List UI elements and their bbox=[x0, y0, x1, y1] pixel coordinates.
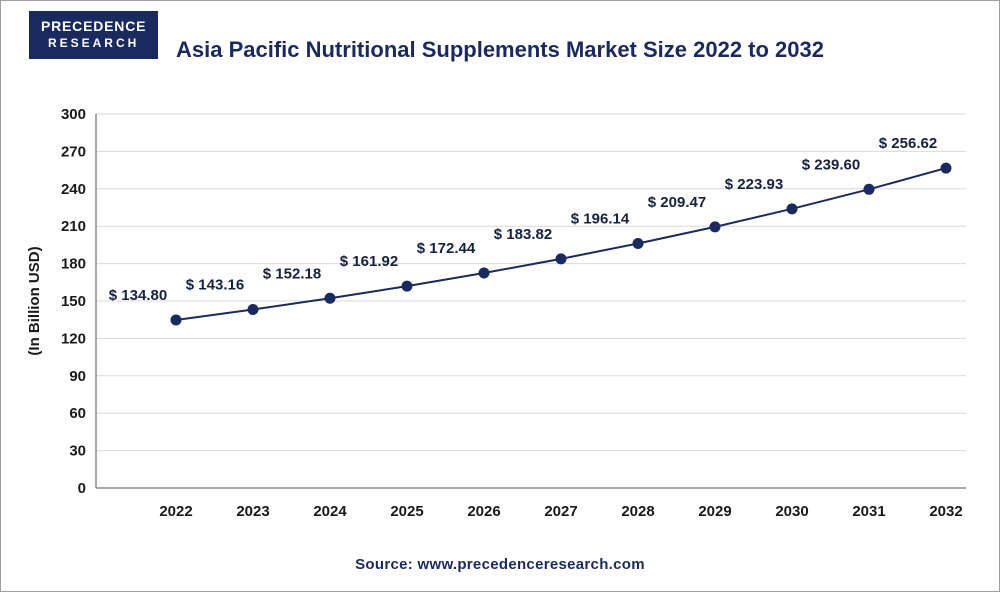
data-point-label: $ 172.44 bbox=[417, 240, 476, 257]
y-tick-label: 240 bbox=[61, 181, 86, 198]
line-series bbox=[175, 167, 947, 321]
data-point bbox=[940, 162, 952, 174]
data-point bbox=[632, 237, 644, 249]
x-tick-label: 2030 bbox=[775, 503, 808, 520]
x-tick-label: 2031 bbox=[852, 503, 885, 520]
source-text: Source: www.precedenceresearch.com bbox=[355, 556, 645, 573]
y-tick-label: 90 bbox=[69, 368, 86, 385]
x-tick-label: 2023 bbox=[236, 503, 269, 520]
data-point-label: $ 223.93 bbox=[725, 176, 783, 193]
data-point-label: $ 209.47 bbox=[648, 194, 706, 211]
data-point-label: $ 161.92 bbox=[340, 253, 398, 270]
data-point-label: $ 183.82 bbox=[494, 226, 552, 243]
y-tick-label: 180 bbox=[61, 256, 86, 273]
data-point-label: $ 143.16 bbox=[186, 277, 244, 294]
y-tick-label: 270 bbox=[61, 143, 86, 160]
chart-title: Asia Pacific Nutritional Supplements Mar… bbox=[175, 37, 824, 62]
x-tick-label: 2022 bbox=[159, 503, 192, 520]
data-point-label: $ 152.18 bbox=[263, 265, 321, 282]
data-point-label: $ 256.62 bbox=[879, 135, 937, 152]
data-point bbox=[324, 292, 336, 304]
precedence-research-logo: PRECEDENCE RESEARCH bbox=[29, 11, 159, 59]
data-point bbox=[247, 304, 259, 316]
data-point bbox=[401, 280, 413, 292]
y-tick-label: 0 bbox=[78, 480, 86, 497]
y-axis-title: (In Billion USD) bbox=[26, 246, 43, 355]
y-tick-label: 30 bbox=[69, 443, 86, 460]
x-tick-label: 2024 bbox=[313, 503, 347, 520]
data-point bbox=[863, 183, 875, 195]
data-point-label: $ 239.60 bbox=[802, 156, 860, 173]
data-point bbox=[478, 267, 490, 279]
y-tick-label: 150 bbox=[61, 293, 86, 310]
data-point bbox=[170, 314, 182, 326]
y-tick-label: 300 bbox=[61, 106, 86, 123]
data-point bbox=[709, 221, 721, 233]
y-tick-label: 210 bbox=[61, 218, 86, 235]
logo-line1: PRECEDENCE bbox=[41, 18, 147, 34]
y-tick-label: 120 bbox=[61, 330, 86, 347]
x-tick-label: 2027 bbox=[544, 503, 577, 520]
data-point-label: $ 196.14 bbox=[571, 210, 630, 227]
data-point-label: $ 134.80 bbox=[109, 287, 167, 304]
x-tick-label: 2025 bbox=[390, 503, 423, 520]
x-tick-label: 2028 bbox=[621, 503, 654, 520]
data-point bbox=[555, 253, 567, 265]
x-tick-label: 2026 bbox=[467, 503, 500, 520]
x-tick-label: 2029 bbox=[698, 503, 731, 520]
x-tick-label: 2032 bbox=[929, 503, 962, 520]
y-tick-label: 60 bbox=[69, 405, 86, 422]
logo-line2: RESEARCH bbox=[47, 35, 140, 50]
data-point bbox=[786, 203, 798, 215]
